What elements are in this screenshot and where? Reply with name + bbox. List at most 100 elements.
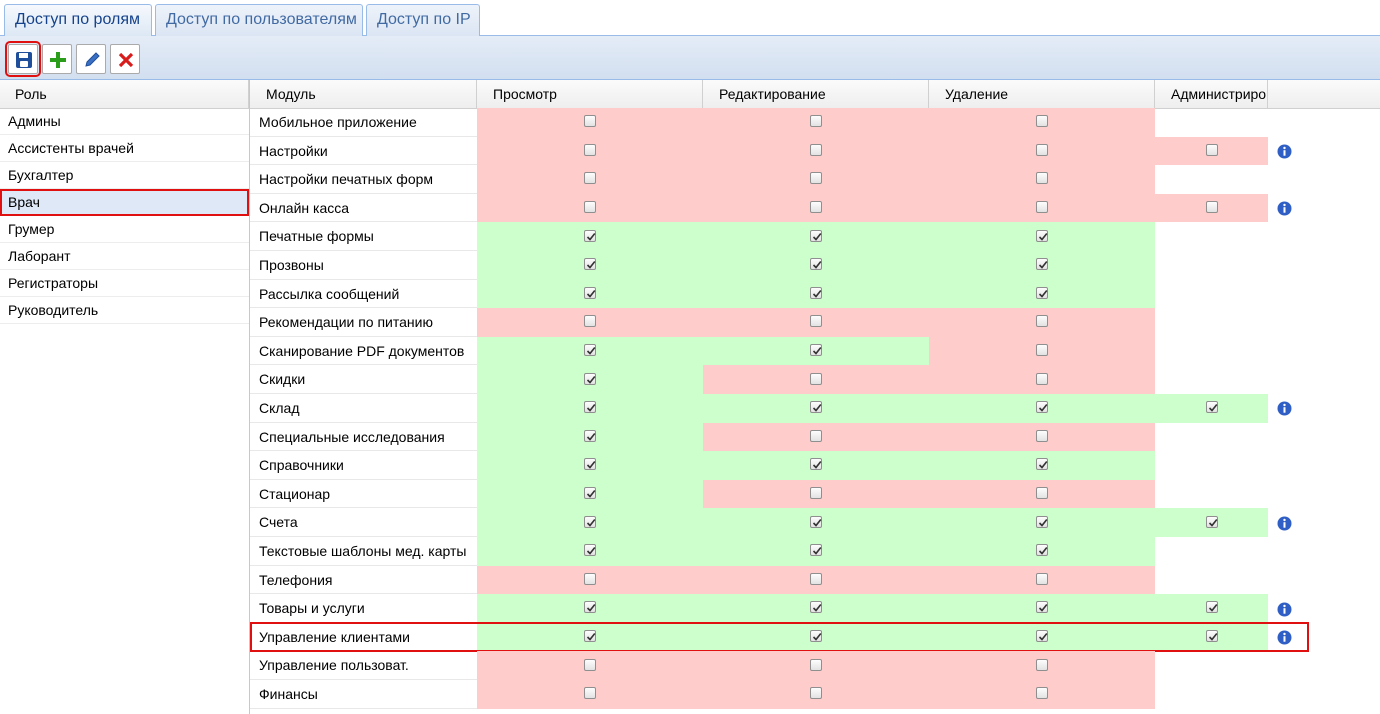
splitter bbox=[249, 80, 250, 714]
checkbox[interactable] bbox=[1036, 658, 1048, 671]
checkbox[interactable] bbox=[1036, 201, 1048, 214]
checkbox[interactable] bbox=[584, 487, 596, 500]
checkbox[interactable] bbox=[1205, 515, 1218, 528]
checkbox[interactable] bbox=[1036, 544, 1048, 557]
checkbox[interactable] bbox=[584, 286, 596, 299]
checkbox[interactable] bbox=[1036, 229, 1048, 242]
permission-cell bbox=[703, 394, 929, 423]
edit-button[interactable] bbox=[76, 44, 106, 74]
info-icon[interactable] bbox=[1277, 144, 1292, 159]
checkbox[interactable] bbox=[584, 143, 596, 156]
info-icon[interactable] bbox=[1277, 630, 1292, 645]
permission-cell bbox=[1155, 394, 1268, 423]
checkbox[interactable] bbox=[584, 572, 596, 585]
tab[interactable]: Доступ по пользователям bbox=[155, 4, 363, 36]
checkbox[interactable] bbox=[1205, 601, 1218, 614]
checkbox[interactable] bbox=[584, 658, 596, 671]
role-item[interactable]: Лаборант bbox=[0, 243, 249, 270]
checkbox[interactable] bbox=[584, 115, 596, 128]
checkbox[interactable] bbox=[1036, 429, 1048, 442]
checkbox[interactable] bbox=[584, 401, 596, 414]
role-item[interactable]: Руководитель bbox=[0, 297, 249, 324]
checkbox[interactable] bbox=[810, 401, 822, 414]
checkbox[interactable] bbox=[584, 544, 596, 557]
delete-button[interactable] bbox=[110, 44, 140, 74]
checkbox[interactable] bbox=[1036, 115, 1048, 128]
checkbox[interactable] bbox=[584, 630, 596, 643]
checkbox[interactable] bbox=[810, 487, 822, 500]
checkbox[interactable] bbox=[1036, 143, 1048, 156]
checkbox[interactable] bbox=[810, 572, 822, 585]
checkbox[interactable] bbox=[1036, 515, 1048, 528]
role-item[interactable]: Бухгалтер bbox=[0, 162, 249, 189]
checkbox[interactable] bbox=[1036, 487, 1048, 500]
checkbox[interactable] bbox=[810, 286, 822, 299]
checkbox[interactable] bbox=[810, 201, 822, 214]
checkbox[interactable] bbox=[810, 372, 822, 385]
checkbox[interactable] bbox=[584, 458, 596, 471]
checkbox[interactable] bbox=[1036, 372, 1048, 385]
checkbox[interactable] bbox=[1036, 687, 1048, 700]
permission-cell bbox=[703, 136, 929, 166]
checkbox[interactable] bbox=[810, 458, 822, 471]
role-item[interactable]: Ассистенты врачей bbox=[0, 135, 249, 162]
checkbox[interactable] bbox=[810, 172, 822, 185]
checkbox[interactable] bbox=[810, 544, 822, 557]
checkbox[interactable] bbox=[584, 229, 596, 242]
checkbox[interactable] bbox=[810, 429, 822, 442]
add-button[interactable] bbox=[42, 44, 72, 74]
tab[interactable]: Доступ по IP bbox=[366, 4, 480, 36]
checkbox[interactable] bbox=[810, 658, 822, 671]
checkbox[interactable] bbox=[1205, 201, 1218, 214]
module-cell: Настройки печатных форм bbox=[250, 165, 477, 194]
info-icon[interactable] bbox=[1277, 401, 1292, 416]
checkbox[interactable] bbox=[810, 601, 822, 614]
checkbox[interactable] bbox=[1036, 258, 1048, 271]
checkbox[interactable] bbox=[1036, 572, 1048, 585]
tab[interactable]: Доступ по ролям bbox=[4, 4, 152, 36]
role-item[interactable]: Грумер bbox=[0, 216, 249, 243]
checkbox[interactable] bbox=[584, 258, 596, 271]
checkbox[interactable] bbox=[1036, 344, 1048, 357]
role-item[interactable]: Врач bbox=[0, 189, 249, 216]
info-icon[interactable] bbox=[1277, 201, 1292, 216]
checkbox[interactable] bbox=[584, 172, 596, 185]
info-icon[interactable] bbox=[1277, 602, 1292, 617]
save-button[interactable] bbox=[5, 41, 41, 77]
checkbox[interactable] bbox=[1036, 458, 1048, 471]
checkbox[interactable] bbox=[1205, 630, 1218, 643]
checkbox[interactable] bbox=[1036, 315, 1048, 328]
info-icon[interactable] bbox=[1277, 516, 1292, 531]
checkbox[interactable] bbox=[810, 315, 822, 328]
checkbox[interactable] bbox=[584, 601, 596, 614]
checkbox[interactable] bbox=[810, 515, 822, 528]
checkbox[interactable] bbox=[584, 429, 596, 442]
checkbox[interactable] bbox=[1036, 286, 1048, 299]
permission-cell bbox=[703, 251, 929, 280]
checkbox[interactable] bbox=[584, 515, 596, 528]
checkbox[interactable] bbox=[584, 372, 596, 385]
checkbox[interactable] bbox=[810, 115, 822, 128]
checkbox[interactable] bbox=[1205, 401, 1218, 414]
checkbox[interactable] bbox=[1036, 601, 1048, 614]
checkbox[interactable] bbox=[584, 344, 596, 357]
checkbox[interactable] bbox=[584, 687, 596, 700]
permission-cell bbox=[929, 594, 1155, 623]
checkbox[interactable] bbox=[810, 630, 822, 643]
checkbox[interactable] bbox=[1036, 172, 1048, 185]
checkbox[interactable] bbox=[1036, 401, 1048, 414]
checkbox[interactable] bbox=[584, 201, 596, 214]
checkbox[interactable] bbox=[810, 344, 822, 357]
module-cell: Настройки bbox=[250, 137, 477, 166]
checkbox[interactable] bbox=[1205, 143, 1218, 156]
checkbox[interactable] bbox=[810, 258, 822, 271]
checkbox[interactable] bbox=[810, 229, 822, 242]
permission-cell bbox=[929, 308, 1155, 337]
role-item[interactable]: Админы bbox=[0, 108, 249, 135]
role-item[interactable]: Регистраторы bbox=[0, 270, 249, 297]
checkbox[interactable] bbox=[584, 315, 596, 328]
checkbox[interactable] bbox=[810, 143, 822, 156]
checkbox[interactable] bbox=[1036, 630, 1048, 643]
permission-cell bbox=[703, 193, 929, 223]
checkbox[interactable] bbox=[810, 687, 822, 700]
